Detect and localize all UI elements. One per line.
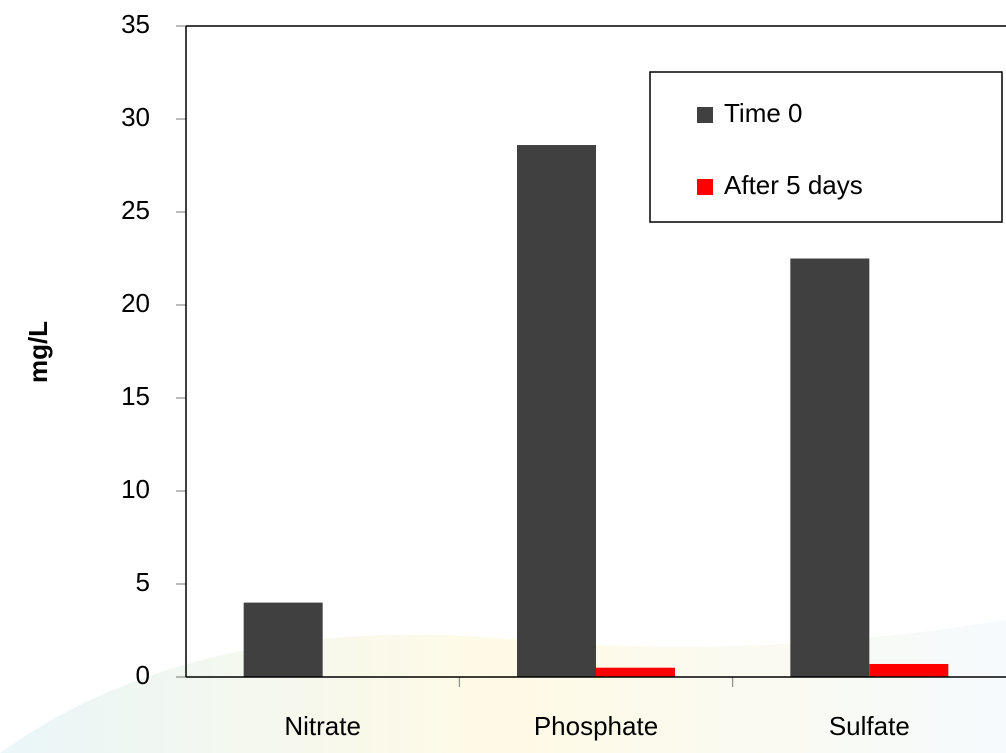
legend-swatch (697, 107, 713, 123)
legend-label: After 5 days (724, 170, 863, 200)
y-tick-label: 15 (121, 381, 150, 411)
y-tick-label: 25 (121, 195, 150, 225)
y-tick-label: 35 (121, 9, 150, 39)
legend-swatch (697, 179, 713, 195)
x-tick-label: Nitrate (284, 711, 361, 741)
bar (517, 145, 596, 678)
x-tick-label: Sulfate (829, 711, 910, 741)
y-tick-label: 10 (121, 474, 150, 504)
bar (790, 258, 870, 677)
y-axis-title: mg/L (23, 321, 53, 383)
bar (596, 667, 675, 677)
y-tick-label: 20 (121, 288, 150, 318)
legend-box (649, 71, 1003, 223)
x-tick-label: Phosphate (534, 711, 658, 741)
bar (243, 602, 323, 677)
y-tick-label: 30 (121, 102, 150, 132)
y-tick-label: 5 (136, 567, 150, 597)
legend-label: Time 0 (724, 98, 803, 128)
bar (869, 663, 949, 677)
y-tick-label: 0 (136, 660, 150, 690)
